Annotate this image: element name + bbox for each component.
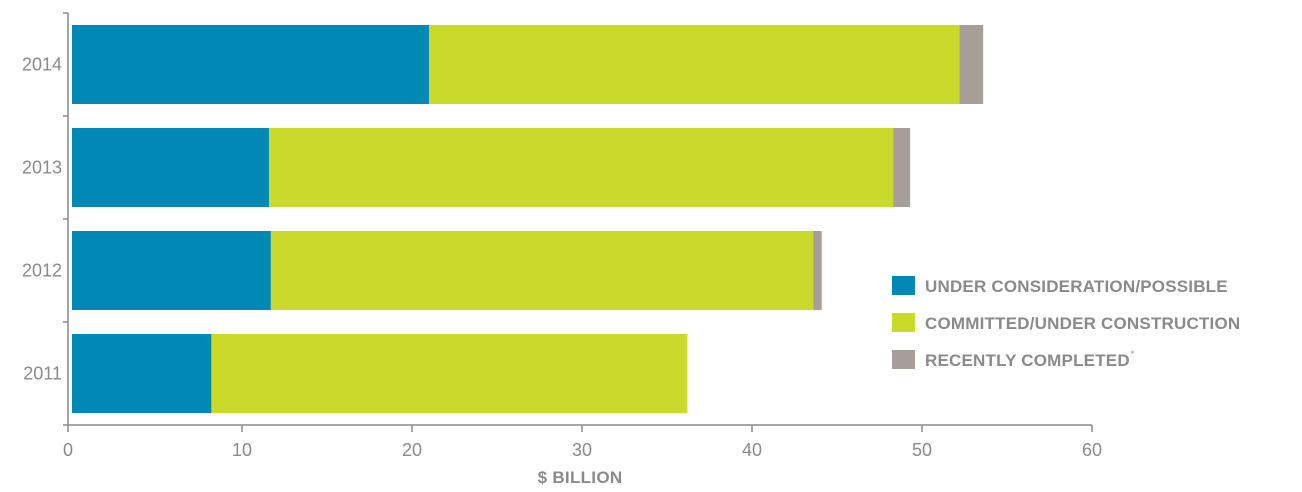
bar-2011-series-1	[211, 334, 688, 413]
bar-2012-series-1	[270, 231, 814, 310]
bar-2014-series-1	[429, 25, 960, 104]
x-tick-label-20: 20	[402, 440, 422, 460]
x-axis-title: $ BILLION	[538, 468, 623, 487]
bar-2014-series-0	[72, 25, 429, 104]
bar-2013-series-1	[269, 128, 894, 207]
bar-2013-series-0	[72, 128, 270, 207]
legend-footnote-mark: *	[1131, 349, 1135, 359]
legend-label-1: COMMITTED/UNDER CONSTRUCTION	[925, 314, 1240, 333]
x-tick-label-0: 0	[63, 440, 73, 460]
y-tick-label-2011: 2011	[23, 364, 62, 384]
x-ticks-group: 0 10 20 30 40 50 60	[63, 425, 1102, 460]
legend-label-0: UNDER CONSIDERATION/POSSIBLE	[925, 277, 1228, 296]
y-tick-label-2013: 2013	[22, 158, 62, 178]
legend: UNDER CONSIDERATION/POSSIBLE COMMITTED/UN…	[892, 276, 1240, 370]
x-tick-label-30: 30	[572, 440, 592, 460]
y-ticks-group: 2014 2013 2012 2011	[22, 12, 68, 426]
x-tick-label-40: 40	[742, 440, 762, 460]
bars-group	[72, 25, 984, 413]
legend-swatch-0	[892, 276, 915, 295]
bar-2012-series-0	[72, 231, 271, 310]
legend-swatch-1	[892, 313, 915, 332]
bar-2013-series-2	[893, 128, 911, 207]
bar-2014-series-2	[959, 25, 984, 104]
y-tick-label-2012: 2012	[22, 261, 62, 281]
legend-swatch-2	[892, 350, 915, 369]
bar-2011-series-0	[72, 334, 212, 413]
y-tick-label-2014: 2014	[22, 55, 62, 75]
x-tick-label-60: 60	[1082, 440, 1102, 460]
bar-2012-series-2	[813, 231, 822, 310]
x-tick-label-10: 10	[232, 440, 252, 460]
x-tick-label-50: 50	[912, 440, 932, 460]
legend-label-2: RECENTLY COMPLETED	[925, 351, 1130, 370]
